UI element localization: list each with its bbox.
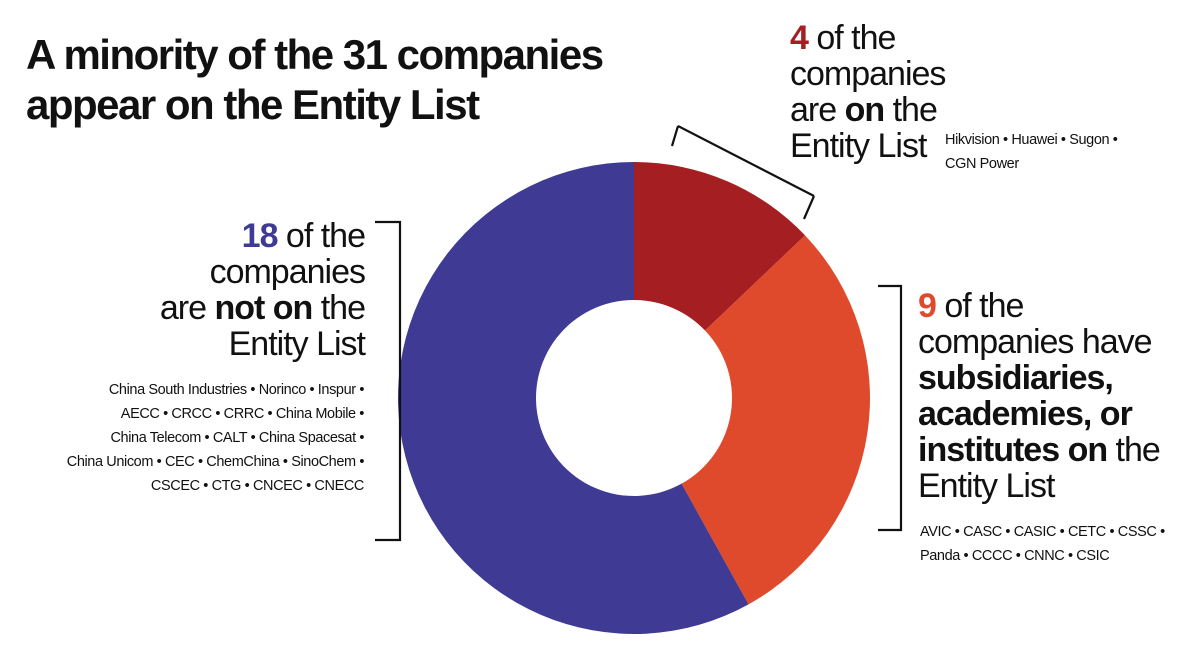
label-not-on-entity-list: 18 of the companies are not on the Entit… bbox=[159, 217, 366, 363]
slice-not_on bbox=[398, 162, 749, 635]
bracket-subsidiaries bbox=[878, 284, 903, 532]
slice-subsidiaries bbox=[681, 235, 871, 605]
bracket-on bbox=[670, 125, 816, 220]
subsidiaries-count: 9 bbox=[918, 287, 937, 325]
donut-slices bbox=[398, 162, 871, 635]
slice-on bbox=[634, 162, 806, 331]
bracket-not-on bbox=[375, 220, 402, 542]
label-subsidiaries-on-entity-list: 9 of the companies have subsidiaries, ac… bbox=[918, 287, 1161, 505]
company-list-on: Hikvision • Huawei • Sugon • CGN Power bbox=[945, 132, 1118, 172]
chart-title: A minority of the 31 companies appear on… bbox=[26, 30, 666, 130]
company-list-subsidiaries: AVIC • CASC • CASIC • CETC • CSSC • Pand… bbox=[920, 524, 1165, 564]
company-list-not-on: China South Industries • Norinco • Inspu… bbox=[66, 382, 365, 494]
title-line-2: appear on the Entity List bbox=[26, 81, 480, 128]
label-on-entity-list: 4 of the companies are on the Entity Lis… bbox=[790, 19, 946, 165]
title-line-1: A minority of the 31 companies bbox=[26, 31, 604, 78]
not-on-count: 18 bbox=[241, 217, 279, 255]
on-count: 4 bbox=[790, 19, 809, 57]
